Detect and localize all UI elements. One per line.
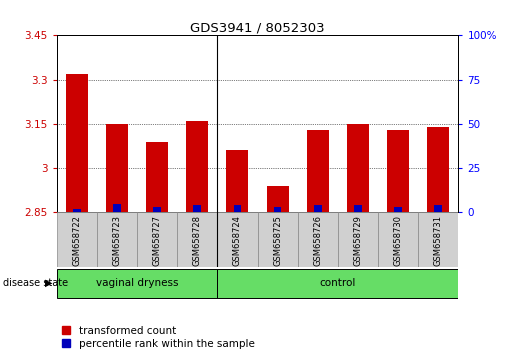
Bar [387,130,409,212]
Bar [57,269,217,297]
Bar [394,207,402,212]
Text: disease state: disease state [3,278,67,288]
Legend: transformed count, percentile rank within the sample: transformed count, percentile rank withi… [62,326,254,349]
Bar [434,205,442,212]
Bar [378,212,418,267]
Text: GSM658727: GSM658727 [152,215,162,266]
Bar [267,186,288,212]
Text: GSM658723: GSM658723 [112,215,122,266]
Text: GSM658729: GSM658729 [353,215,363,266]
Bar [273,207,282,212]
Bar [258,212,298,267]
Bar [193,205,201,212]
Bar [217,269,458,297]
Text: GSM658725: GSM658725 [273,215,282,266]
Bar [186,121,208,212]
Bar [66,74,88,212]
Bar [227,150,248,212]
Bar [354,205,362,212]
Bar [427,127,449,212]
Bar [347,124,369,212]
Text: GSM658726: GSM658726 [313,215,322,266]
Text: ▶: ▶ [45,278,53,288]
Text: GSM658731: GSM658731 [434,215,443,266]
Text: control: control [320,278,356,288]
Text: vaginal dryness: vaginal dryness [96,278,178,288]
Bar [418,212,458,267]
Bar [113,204,121,212]
Text: GSM658730: GSM658730 [393,215,403,266]
Bar [314,205,322,212]
Bar [73,209,81,212]
Bar [233,205,242,212]
Bar [137,212,177,267]
Text: GSM658722: GSM658722 [72,215,81,266]
Bar [307,130,329,212]
Text: GSM658728: GSM658728 [193,215,202,266]
Bar [106,124,128,212]
Text: GSM658724: GSM658724 [233,215,242,266]
Bar [338,212,378,267]
Bar [217,212,258,267]
Title: GDS3941 / 8052303: GDS3941 / 8052303 [190,21,325,34]
Bar [177,212,217,267]
Bar [153,207,161,212]
Bar [97,212,137,267]
Bar [298,212,338,267]
Bar [57,212,97,267]
Bar [146,142,168,212]
